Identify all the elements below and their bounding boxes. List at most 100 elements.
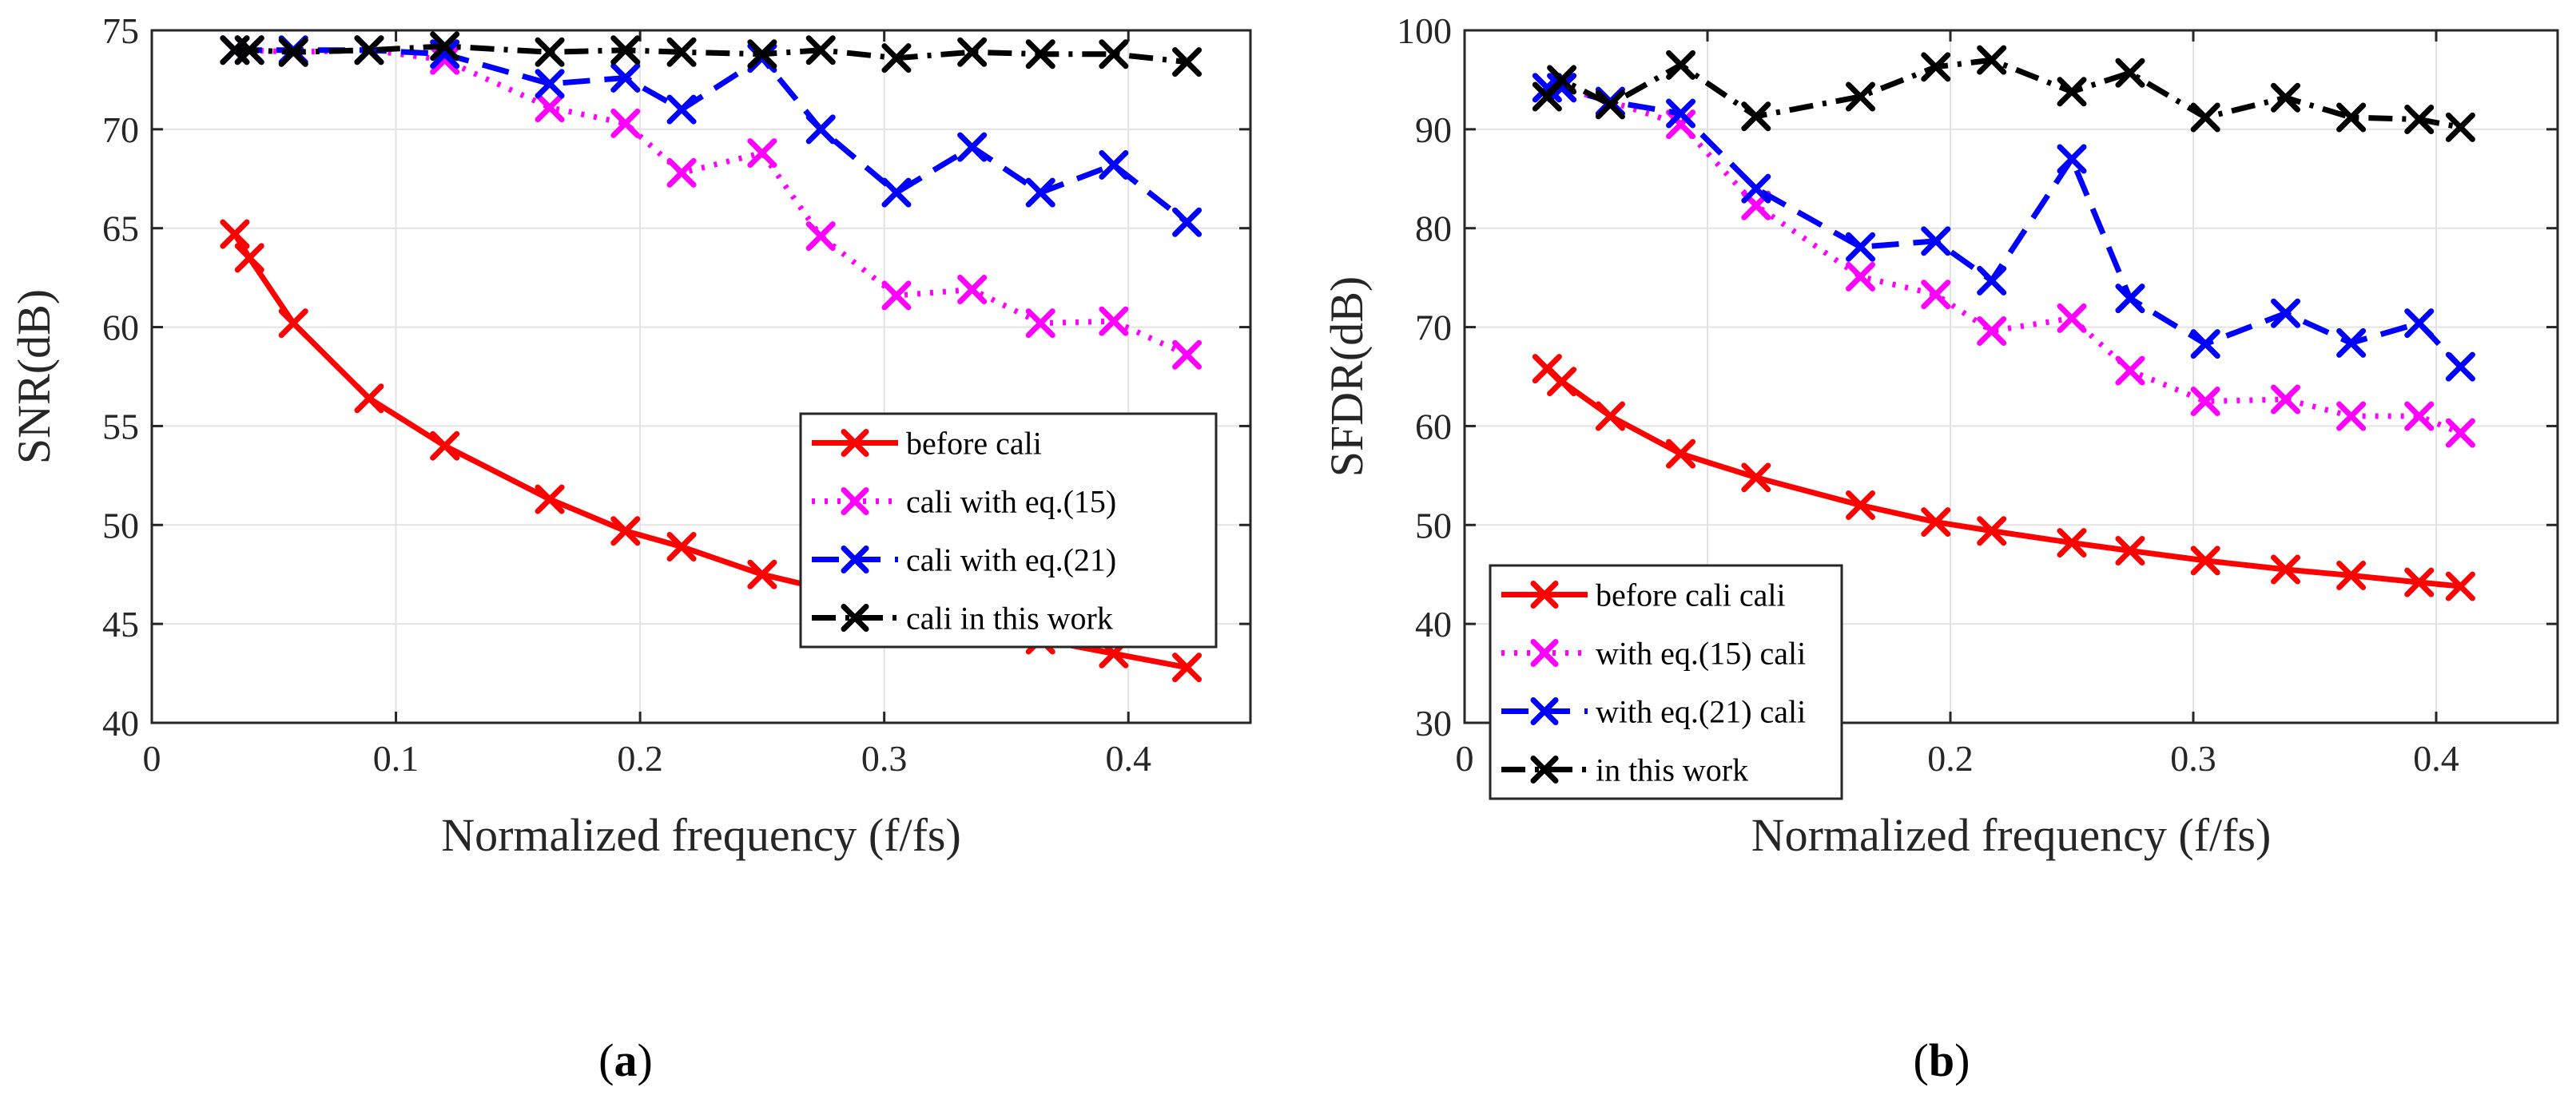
panel-a: 0 0.1 0.2 0.3 0.4 40 45 50 55 60 65 70 75 Normalized … (8, 10, 1252, 1086)
data-point-marker (1846, 232, 1876, 262)
x-tick-label: 0 (143, 738, 161, 779)
series-line (1547, 85, 2462, 436)
legend-label: cali with eq.(15) (906, 484, 1116, 520)
data-point-marker (1172, 653, 1203, 683)
y-tick-label: 45 (102, 604, 139, 645)
y-axis-label: SFDR(dB) (1321, 276, 1373, 477)
legend-label: before cali cali (1596, 577, 1786, 613)
data-point-marker (1666, 98, 1696, 129)
x-tick-label: 0.2 (1927, 738, 1974, 779)
legend-label: in this work (1596, 752, 1748, 788)
y-tick-label: 100 (1397, 10, 1452, 51)
panel-b: 00.10.20.30.430405060708090100Normalized… (1321, 10, 2559, 1086)
data-point-marker (2404, 567, 2435, 597)
data-point-marker (354, 383, 384, 414)
data-point-marker (1099, 149, 1129, 180)
data-point-marker (2115, 58, 2145, 88)
legend-label: with eq.(15) cali (1596, 636, 1806, 672)
y-tick-label: 40 (1415, 604, 1452, 645)
data-point-marker (2404, 308, 2435, 339)
legend-marker (841, 604, 869, 632)
data-point-marker (220, 219, 250, 249)
data-point-marker (1741, 101, 1771, 132)
data-point-marker (957, 275, 988, 305)
x-tick-label: 0.2 (617, 738, 663, 779)
data-point-marker (957, 132, 988, 162)
data-point-marker (2336, 327, 2367, 358)
data-point-marker (1547, 73, 1577, 103)
y-tick-label: 90 (1415, 109, 1452, 150)
legend-marker (1530, 697, 1559, 725)
data-point-marker (747, 138, 777, 169)
data-point-marker (2404, 104, 2435, 134)
y-tick-label: 60 (1415, 406, 1452, 446)
data-point-marker (2190, 329, 2220, 359)
legend: before cali cali with eq.(15) cali with eq… (1489, 564, 1843, 800)
legend-marker (841, 487, 869, 515)
data-point-marker (535, 69, 565, 99)
data-point-marker (2445, 112, 2475, 142)
data-point-marker (666, 94, 697, 125)
data-point-marker (535, 93, 565, 123)
data-point-marker (805, 221, 836, 252)
data-point-marker (2445, 418, 2475, 448)
legend-marker (1530, 581, 1559, 609)
data-point-marker (2115, 355, 2145, 386)
y-tick-label: 55 (102, 406, 139, 446)
data-point-marker (430, 31, 460, 61)
data-point-marker (354, 35, 384, 65)
x-tick-label: 0 (1456, 738, 1474, 779)
y-tick-label: 70 (102, 109, 139, 150)
data-point-marker (2445, 571, 2475, 601)
data-point-marker (666, 37, 697, 67)
data-point-marker (2271, 82, 2301, 113)
data-point-marker (278, 308, 308, 339)
data-point-marker (2404, 401, 2435, 431)
data-point-marker (1025, 308, 1055, 339)
data-point-marker (2057, 144, 2087, 174)
data-point-marker (747, 43, 777, 73)
data-point-marker (1595, 401, 1625, 431)
y-tick-label: 50 (102, 505, 139, 546)
data-point-marker (1977, 45, 2007, 75)
legend-label: cali in this work (906, 601, 1113, 637)
x-tick-label: 0.3 (861, 738, 908, 779)
data-point-marker (610, 35, 641, 65)
data-point-marker (957, 37, 988, 67)
data-point-marker (881, 280, 912, 311)
legend: before cali cali with eq.(15) cali with eq… (799, 412, 1218, 649)
data-point-marker (1099, 306, 1129, 336)
legend-marker (1530, 756, 1559, 784)
data-point-marker (1547, 65, 1577, 95)
data-point-marker (535, 37, 565, 67)
data-point-marker (2336, 560, 2367, 590)
series-3 (220, 31, 1203, 77)
data-point-marker (2115, 535, 2145, 565)
data-point-marker (747, 559, 777, 589)
data-point-marker (1921, 52, 1951, 82)
data-point-marker (2271, 554, 2301, 585)
legend-label: with eq.(21) cali (1596, 694, 1806, 730)
data-point-marker (805, 114, 836, 145)
data-point-marker (666, 532, 697, 562)
y-tick-label: 30 (1415, 703, 1452, 744)
data-point-marker (1099, 39, 1129, 69)
y-tick-label: 75 (102, 10, 139, 51)
data-point-marker (2190, 102, 2220, 133)
x-axis-label: Normalized frequency (f/fs) (1751, 809, 2272, 861)
data-point-marker (1547, 367, 1577, 397)
data-point-marker (2336, 401, 2367, 431)
data-point-marker (1741, 173, 1771, 204)
data-point-marker (2057, 528, 2087, 558)
data-point-marker (1741, 462, 1771, 493)
data-point-marker (1921, 507, 1951, 538)
data-point-marker (1846, 81, 1876, 112)
legend-marker (1530, 639, 1559, 667)
data-point-marker (1172, 339, 1203, 370)
data-point-marker (666, 157, 697, 188)
data-point-marker (2336, 102, 2367, 133)
data-point-marker (1846, 490, 1876, 521)
data-point-marker (747, 39, 777, 69)
data-point-marker (1977, 516, 2007, 546)
data-point-marker (2057, 303, 2087, 333)
